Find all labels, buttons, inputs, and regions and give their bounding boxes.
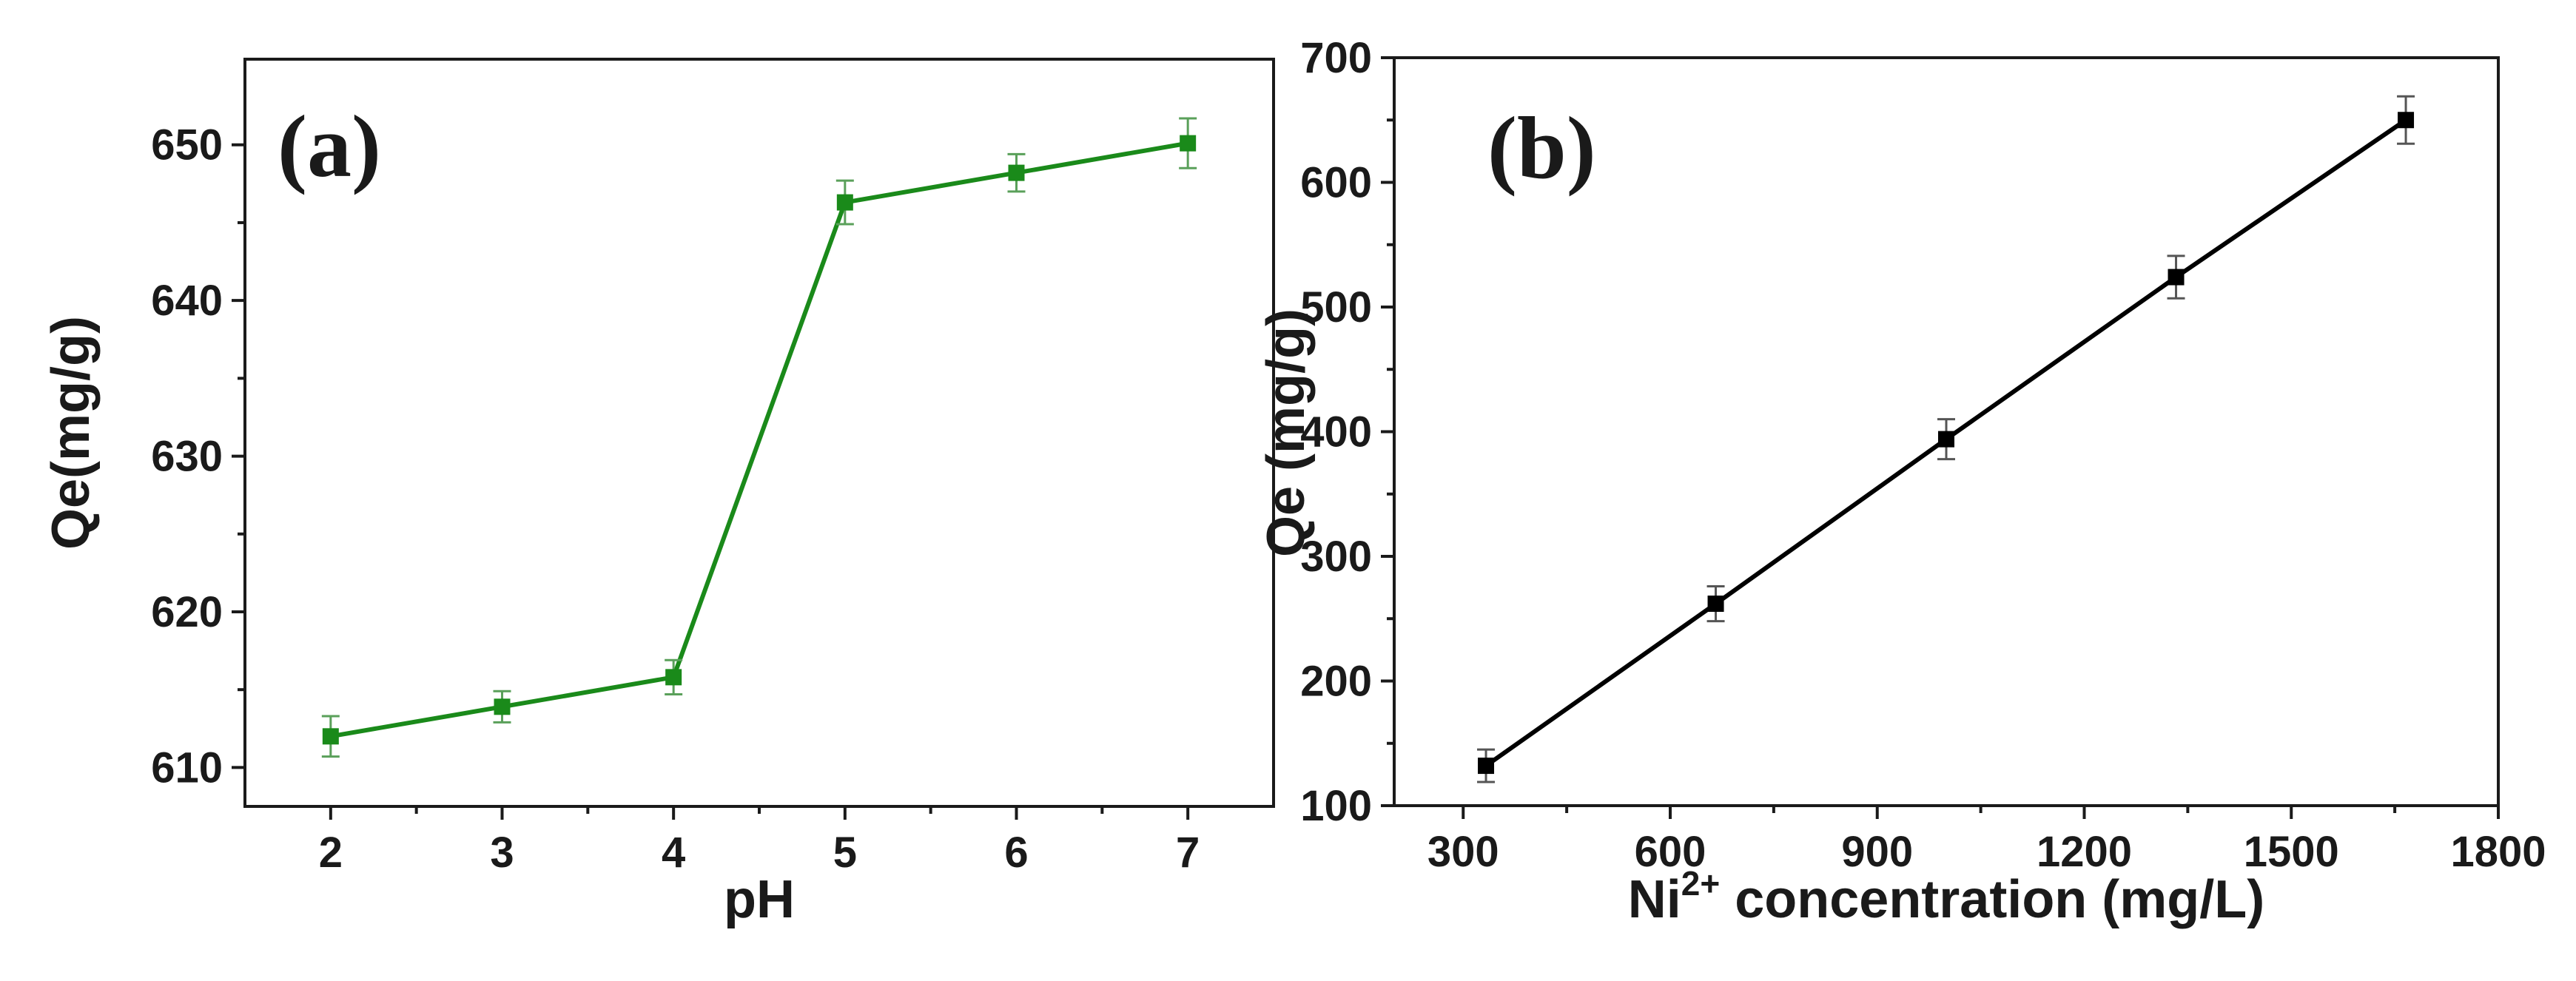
panel-b-x-tick-label: 1500 (2244, 828, 2339, 876)
panel-a-data-point (836, 194, 853, 211)
panel-a-y-tick-label: 630 (151, 433, 223, 481)
panel-a-x-tick-label: 2 (319, 829, 343, 877)
panel-b-x-axis-label-rest: concentration (mg/L) (1720, 870, 2264, 929)
panel-b-y-tick-label: 400 (1300, 408, 1372, 456)
panel-b-x-tick-label: 300 (1427, 828, 1499, 876)
panel-a-label: (a) (278, 97, 381, 195)
panel-a-y-tick-label: 640 (151, 277, 223, 325)
panel-b-x-tick-label: 1200 (2037, 828, 2132, 876)
panel-a-y-tick-label: 620 (151, 588, 223, 636)
panel-b-x-tick-label: 1800 (2450, 828, 2546, 876)
panel-a-x-tick-label: 5 (833, 829, 857, 877)
panel-b-y-tick-label: 600 (1300, 159, 1372, 207)
panel-a-y-tick-label: 650 (151, 121, 223, 169)
panel-a-x-tick-label: 4 (662, 829, 685, 877)
panel-a-x-tick-label: 6 (1004, 829, 1028, 877)
panel-b-y-tick-label: 300 (1300, 533, 1372, 581)
panel-b-y-tick-label: 700 (1300, 34, 1372, 82)
panel-b-y-tick-label: 100 (1300, 782, 1372, 830)
panel-b-data-point (1478, 758, 1495, 775)
panel-a-data-point (494, 698, 511, 715)
panel-b-x-axis-label: Ni2+ concentration (mg/L) (1628, 864, 2264, 929)
panel-b-x-tick-label: 600 (1635, 828, 1706, 876)
panel-a-y-tick-label: 610 (151, 744, 223, 792)
panel-a-x-axis-label: pH (724, 870, 795, 929)
panel-a-data-point (1008, 164, 1025, 181)
panel-b-x-axis-label-main: Ni (1628, 870, 1681, 929)
panel-b-x-axis-label-superscript: 2+ (1681, 864, 1720, 903)
panel-b-y-tick-label: 200 (1300, 658, 1372, 706)
panel-b-y-axis-label: Qe (mg/g) (1257, 309, 1316, 557)
panel-a-chart: (a) pH Qe(mg/g) 2 3 4 5 6 7 610 620 630 640 650 (41, 58, 1275, 929)
panel-a-x-tick-label: 3 (490, 829, 514, 877)
panel-b-x-tick-label: 900 (1841, 828, 1913, 876)
panel-b-data-point (2398, 112, 2415, 129)
panel-b-label: (b) (1487, 98, 1596, 197)
panel-b-data-point (1707, 596, 1724, 613)
panel-b-chart: (b) Ni2+ concentration (mg/L) Qe (mg/g) … (1257, 34, 2546, 929)
panel-a-data-point (1180, 135, 1197, 152)
panel-a-y-axis-label: Qe(mg/g) (41, 316, 101, 550)
panel-a-series-line (330, 141, 1188, 739)
panel-a-data-point (322, 728, 339, 745)
panel-b-data-point (2168, 269, 2185, 286)
panel-a-x-tick-label: 7 (1176, 829, 1200, 877)
panel-a-plot-frame (243, 58, 1275, 808)
panel-b-data-point (1938, 431, 1954, 448)
panel-b-y-tick-label: 500 (1300, 283, 1372, 331)
panel-a-data-point (665, 669, 682, 686)
